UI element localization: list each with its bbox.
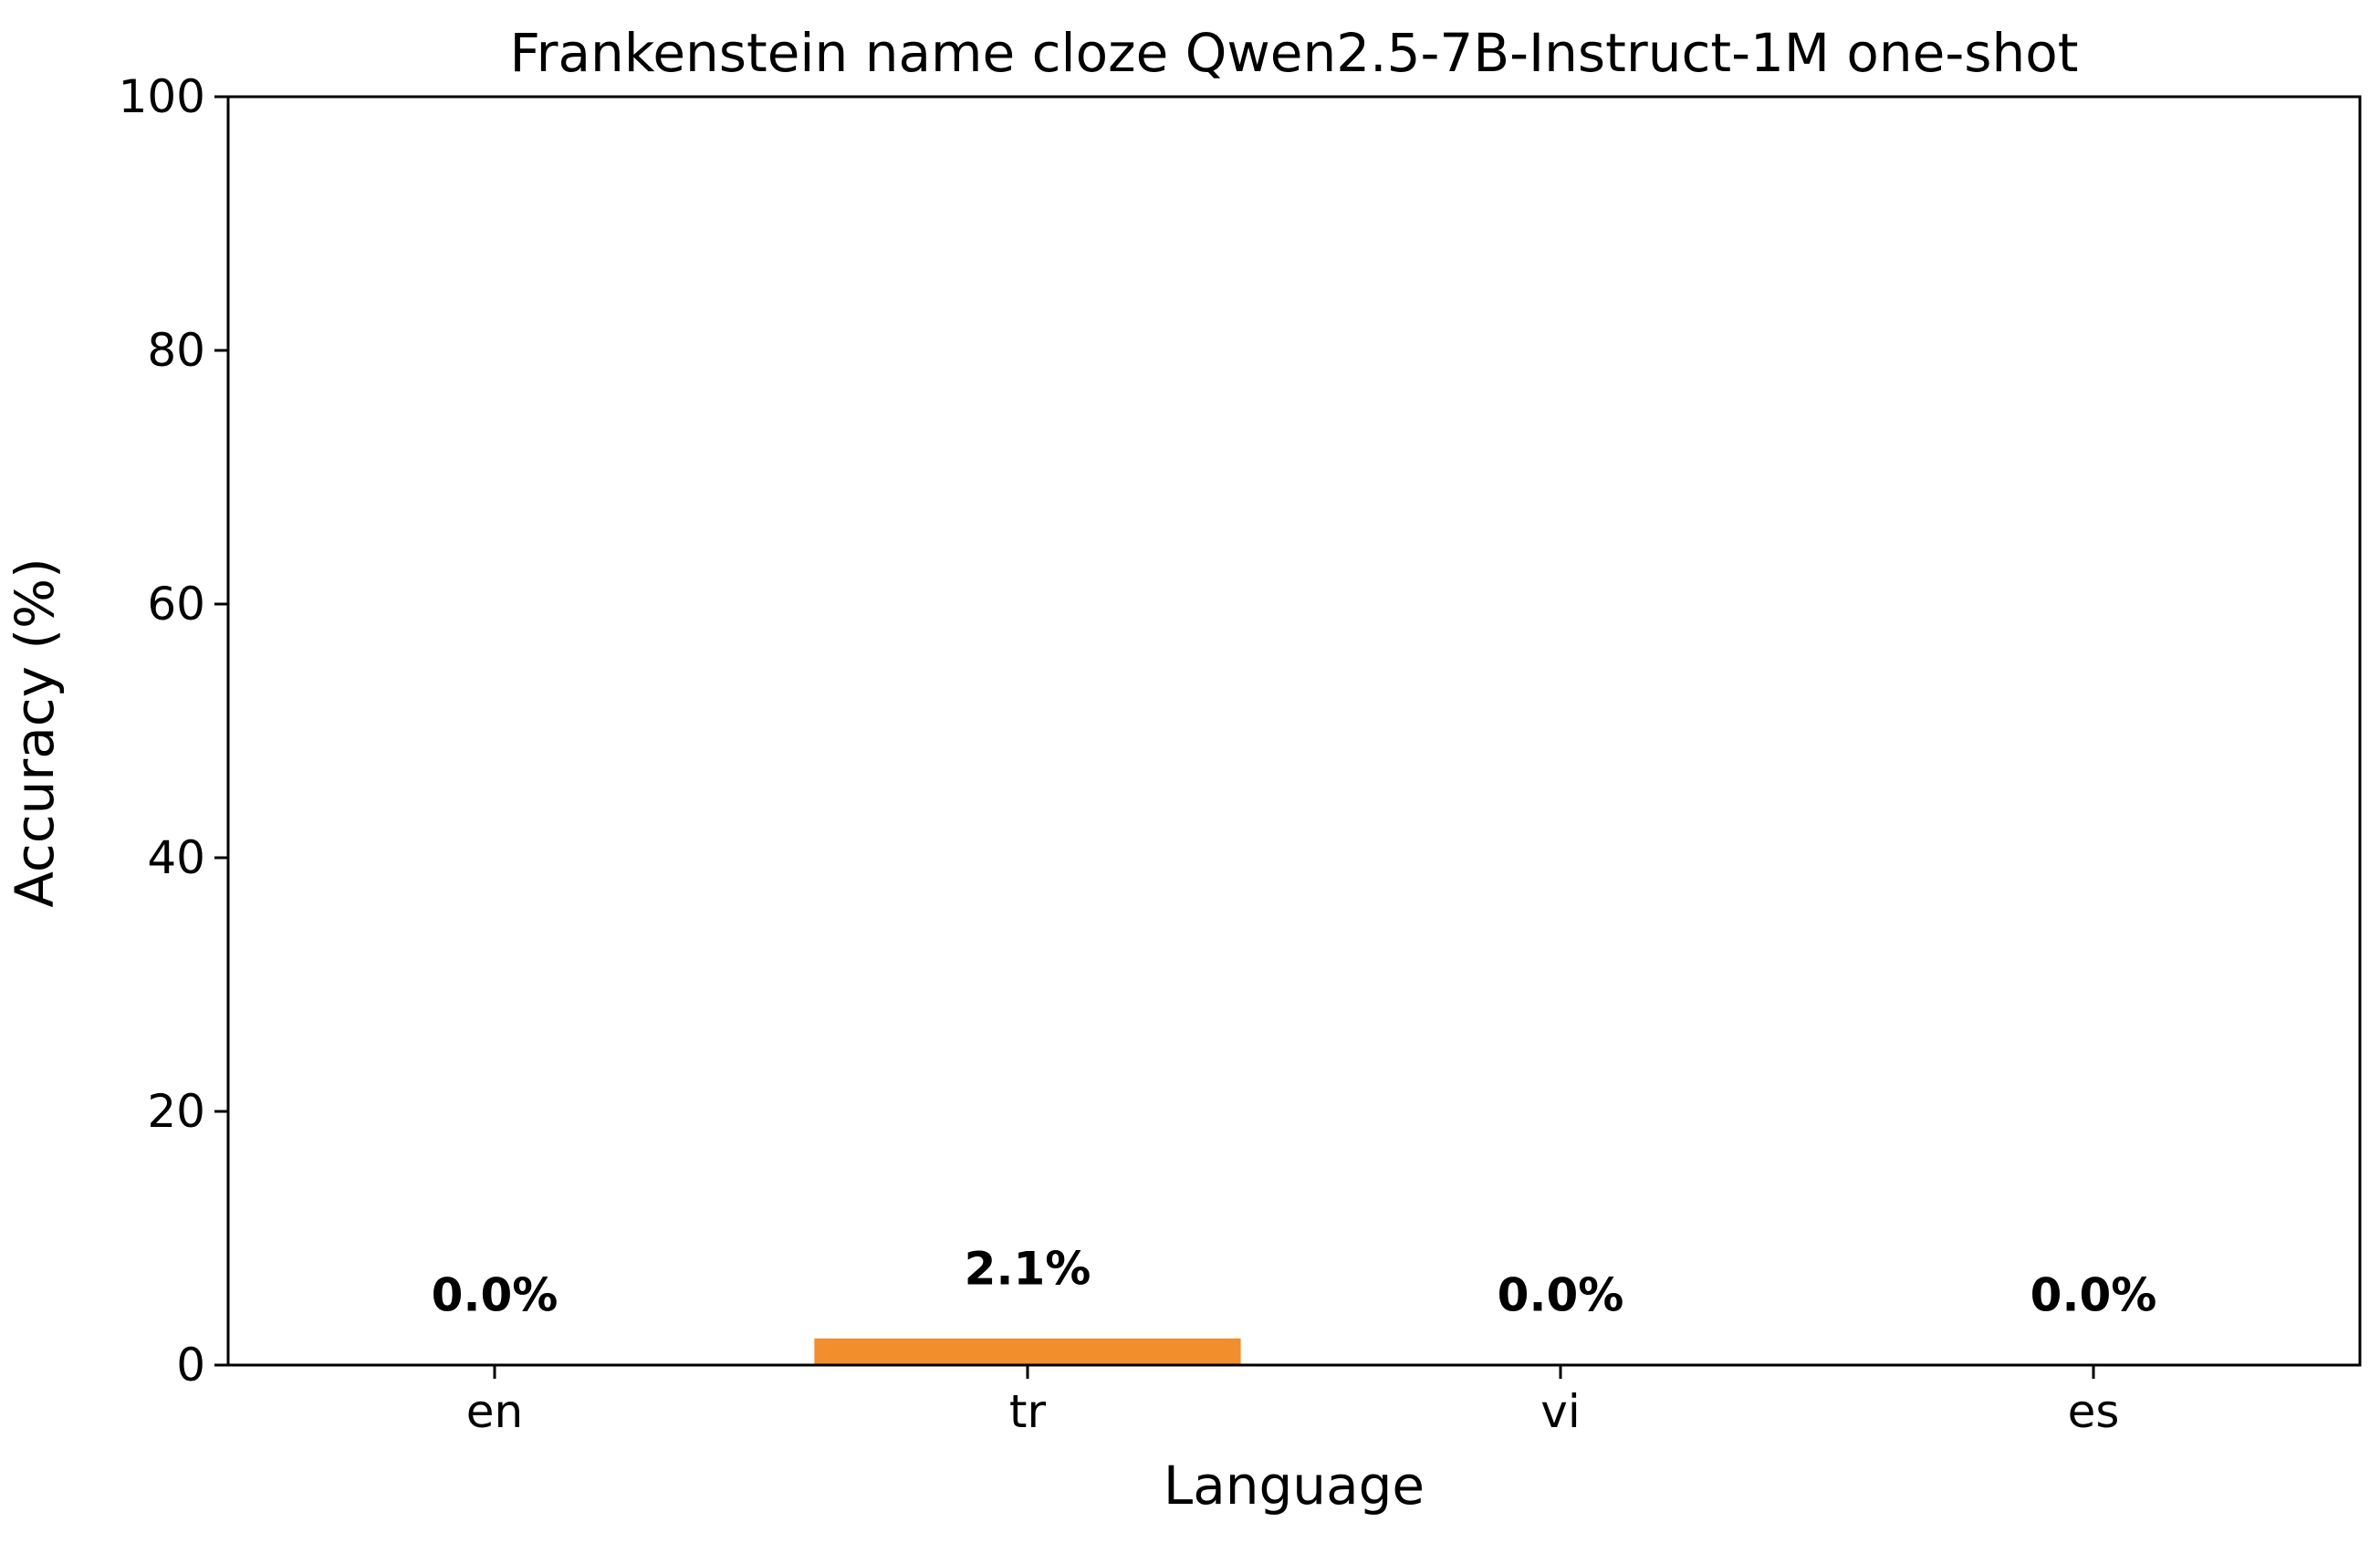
y-tick-label: 80 — [147, 324, 205, 377]
bar-tr — [814, 1338, 1241, 1365]
y-tick-label: 60 — [147, 578, 205, 631]
data-label-en: 0.0% — [432, 1269, 558, 1322]
y-tick-label: 0 — [176, 1339, 205, 1392]
y-tick-label: 100 — [119, 70, 205, 123]
plot-area: 0 20 40 60 80 100 en 0.0% tr 2.1% vi 0.0% es 0.0% — [119, 70, 2157, 1438]
chart-title: Frankenstein name cloze Qwen2.5-7B-Instr… — [510, 22, 2079, 84]
y-axis-label: Accuracy (%) — [4, 558, 66, 908]
x-tick-label-es: es — [2068, 1385, 2120, 1438]
y-tick-label: 40 — [147, 831, 205, 884]
plot-frame — [226, 95, 2362, 1367]
x-axis-label: Language — [1164, 1454, 1425, 1517]
data-label-vi: 0.0% — [1498, 1269, 1624, 1322]
data-label-es: 0.0% — [2030, 1269, 2157, 1322]
x-tick-label-tr: tr — [1009, 1385, 1047, 1438]
x-tick-label-en: en — [466, 1385, 523, 1438]
y-tick-label: 20 — [147, 1085, 205, 1138]
x-tick-label-vi: vi — [1540, 1385, 1580, 1438]
data-label-tr: 2.1% — [965, 1242, 1091, 1295]
